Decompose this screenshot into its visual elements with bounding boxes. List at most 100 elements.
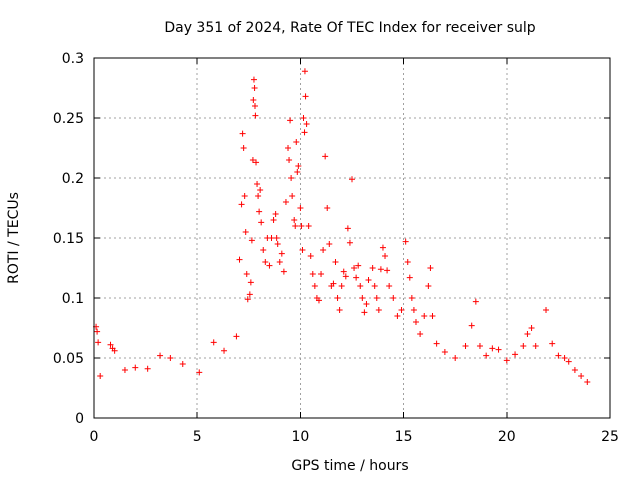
gridlines [94, 58, 610, 418]
y-tick-label: 0.05 [53, 351, 84, 367]
data-point [238, 201, 245, 208]
data-point [524, 331, 531, 337]
data-point [371, 283, 378, 289]
data-point [258, 219, 265, 226]
data-point [144, 365, 151, 372]
data-point [309, 271, 316, 277]
data-point [253, 159, 260, 166]
data-point [121, 367, 128, 373]
data-point [408, 295, 415, 301]
data-point [315, 297, 322, 304]
data-point [561, 355, 568, 361]
data-point [512, 351, 519, 358]
data-point [375, 307, 382, 313]
data-point [379, 244, 386, 251]
y-tick-label: 0.1 [62, 291, 84, 307]
data-point [233, 333, 240, 340]
data-point [384, 267, 391, 274]
data-point [528, 325, 535, 331]
data-point [244, 296, 251, 303]
data-point [289, 193, 296, 199]
data-point [242, 229, 249, 235]
data-point [270, 217, 277, 223]
data-point [353, 274, 360, 281]
data-point [322, 153, 329, 160]
y-axis-label: ROTI / TECUs [6, 192, 22, 284]
data-point [342, 273, 349, 280]
data-point [132, 364, 139, 371]
data-point [452, 355, 459, 361]
x-tick-label: 0 [90, 429, 99, 445]
data-point [320, 247, 327, 253]
y-tick-label: 0.3 [62, 51, 84, 67]
data-point [404, 259, 411, 265]
data-point [406, 274, 413, 281]
x-tick-label: 5 [193, 429, 202, 445]
data-point [532, 343, 539, 349]
y-tick-label: 0.2 [62, 171, 84, 187]
data-point [247, 279, 254, 286]
data-point [398, 307, 405, 313]
data-point [503, 357, 510, 364]
data-point [273, 235, 280, 241]
x-tick-label: 20 [498, 429, 516, 445]
data-point [251, 103, 258, 109]
data-point [294, 169, 301, 175]
data-point [250, 76, 257, 83]
data-point [250, 97, 257, 103]
data-point [332, 259, 339, 265]
data-point [111, 347, 118, 354]
data-point [318, 271, 325, 277]
data-point [543, 307, 550, 313]
data-point [363, 301, 370, 307]
data-point [97, 373, 104, 379]
data-point [412, 319, 419, 325]
data-point [334, 295, 341, 301]
y-tick-label: 0 [75, 411, 84, 427]
data-point [361, 309, 368, 316]
data-point [584, 379, 591, 385]
data-point [417, 331, 424, 337]
data-point [571, 367, 578, 373]
data-point [476, 343, 483, 349]
data-point [421, 313, 428, 319]
data-point [256, 208, 263, 215]
data-point [255, 193, 262, 199]
data-point [240, 145, 247, 151]
data-point [274, 241, 281, 247]
data-point [369, 265, 376, 271]
data-points [93, 68, 591, 385]
data-point [429, 313, 436, 319]
data-point [288, 175, 295, 181]
data-point [95, 339, 102, 346]
data-point [410, 307, 417, 313]
data-point [336, 307, 343, 313]
data-point [298, 223, 305, 229]
data-point [338, 283, 345, 289]
data-point [299, 247, 306, 253]
data-point [291, 217, 298, 223]
data-point [262, 259, 269, 265]
data-point [282, 199, 289, 205]
data-point [472, 298, 479, 305]
data-point [221, 347, 228, 354]
data-point [520, 343, 527, 349]
data-point [254, 181, 261, 187]
x-tick-label: 15 [395, 429, 413, 445]
data-point [427, 265, 434, 271]
data-point [483, 352, 490, 359]
data-point [402, 238, 409, 245]
data-point [462, 343, 469, 349]
data-point [377, 266, 384, 273]
data-point [549, 340, 556, 347]
data-point [167, 355, 174, 361]
data-point [286, 157, 293, 163]
data-point [357, 283, 364, 289]
data-point [276, 259, 283, 265]
data-point [307, 253, 314, 259]
x-tick-label: 10 [291, 429, 309, 445]
data-point [344, 225, 351, 232]
data-point [257, 187, 264, 193]
data-point [394, 313, 401, 319]
data-point [305, 223, 312, 229]
